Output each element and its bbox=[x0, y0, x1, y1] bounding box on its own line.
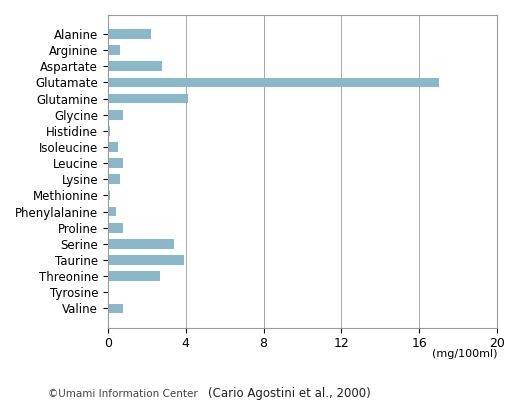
Bar bbox=[108, 304, 123, 313]
Bar bbox=[108, 110, 123, 120]
Bar bbox=[108, 239, 174, 249]
Bar bbox=[108, 45, 120, 55]
Bar bbox=[108, 78, 439, 88]
Bar bbox=[108, 255, 184, 265]
Text: ©Umami Information Center: ©Umami Information Center bbox=[48, 389, 198, 399]
Bar bbox=[108, 94, 188, 103]
Bar bbox=[108, 142, 118, 152]
Bar bbox=[108, 223, 123, 232]
Bar bbox=[108, 175, 120, 184]
Bar bbox=[108, 29, 151, 39]
Bar bbox=[108, 158, 123, 168]
Bar bbox=[108, 190, 110, 200]
Bar bbox=[108, 61, 162, 71]
Bar bbox=[108, 126, 110, 136]
Bar bbox=[108, 271, 160, 281]
Text: (Cario Agostini et al., 2000): (Cario Agostini et al., 2000) bbox=[208, 387, 371, 400]
X-axis label: (mg/100ml): (mg/100ml) bbox=[432, 349, 497, 359]
Bar bbox=[108, 287, 109, 297]
Bar bbox=[108, 207, 115, 217]
